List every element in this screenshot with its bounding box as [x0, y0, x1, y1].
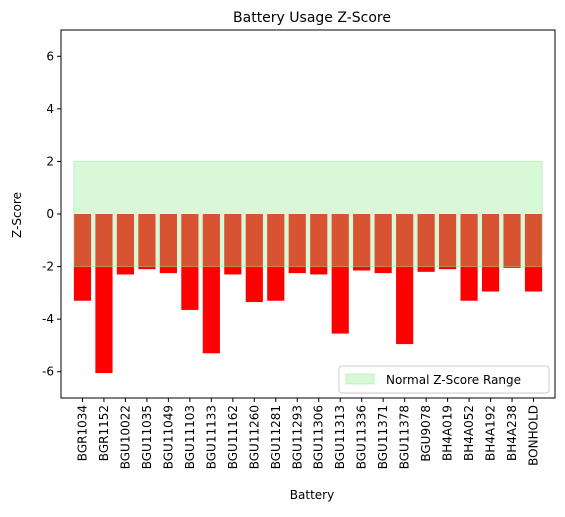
x-tick-label: BGR1152 [97, 405, 111, 461]
bar-BGU11133 [202, 214, 220, 354]
x-tick-label: BGR1034 [75, 405, 89, 461]
x-tick-label: BGU11260 [247, 405, 261, 469]
x-tick-label: BGU11293 [290, 405, 304, 469]
x-tick-label: BGU11306 [312, 405, 326, 469]
x-tick-label: BGU11313 [333, 405, 347, 469]
y-tick-label: 2 [46, 154, 54, 168]
x-tick-label: BONHOLD [527, 405, 541, 466]
x-tick-label: BGU10022 [118, 405, 132, 469]
y-axis-label: Z-Score [10, 192, 24, 238]
y-tick-label: -2 [42, 260, 54, 274]
bar-BGR1034 [73, 214, 92, 301]
x-tick-label: BGU9078 [419, 405, 433, 462]
bar-BGU11103 [181, 214, 199, 310]
bar-BGU9078 [417, 214, 435, 272]
normal-range-band [73, 160, 543, 268]
y-tick-label: -6 [42, 365, 54, 379]
y-ticks: -6 -4 -2 0 2 4 6 [42, 49, 61, 379]
bar-BGU11035 [138, 214, 156, 270]
bar-BGU10022 [116, 214, 135, 275]
x-tick-label: BH4A019 [441, 405, 455, 461]
bar-BGU11260 [245, 214, 263, 303]
bar-BH4A052 [460, 214, 478, 301]
bar-BONHOLD [524, 214, 543, 292]
x-tick-label: BGU11281 [269, 405, 283, 469]
bar-BGU11049 [159, 214, 177, 274]
legend-frame [338, 365, 550, 394]
y-tick-label: -4 [42, 312, 54, 326]
x-tick-label: BH4A192 [484, 405, 498, 461]
bar-BH4A019 [439, 214, 457, 270]
bar-BH4A238 [503, 214, 521, 268]
legend: Normal Z-Score Range [338, 365, 550, 394]
legend-label: Normal Z-Score Range [386, 373, 521, 387]
chart-title: Battery Usage Z-Score [233, 10, 391, 26]
normal-range-layer [73, 160, 543, 268]
x-tick-label: BH4A052 [462, 405, 476, 461]
bar-BGR1152 [95, 214, 113, 374]
legend-swatch [345, 373, 375, 385]
x-tick-label: BGU11336 [355, 405, 369, 469]
bar-BGU11306 [310, 214, 328, 275]
x-tick-label: BGU11378 [398, 405, 412, 469]
x-axis-label: Battery [290, 488, 334, 502]
y-tick-label: 6 [46, 49, 54, 63]
x-tick-label: BGU11371 [376, 405, 390, 469]
bars-layer [73, 214, 543, 374]
x-tick-label: BGU11133 [204, 405, 218, 469]
x-tick-label: BH4A238 [505, 405, 519, 461]
x-ticks: BGR1034 BGR1152 BGU10022 BGU11035 BGU11049 BG… [75, 398, 541, 469]
y-tick-label: 4 [46, 102, 54, 116]
bar-BGU11313 [331, 214, 349, 334]
x-tick-label: BGU11103 [183, 405, 197, 469]
bar-BGU11371 [374, 214, 392, 274]
bar-BGU11162 [224, 214, 242, 275]
bar-BH4A192 [481, 214, 500, 292]
x-tick-label: BGU11049 [161, 405, 175, 469]
bar-BGU11336 [353, 214, 371, 271]
bar-BGU11293 [288, 214, 306, 274]
x-tick-label: BGU11035 [140, 405, 154, 469]
bar-BGU11378 [396, 214, 414, 345]
x-tick-label: BGU11162 [226, 405, 240, 469]
y-tick-label: 0 [46, 207, 54, 221]
bar-BGU11281 [267, 214, 285, 301]
